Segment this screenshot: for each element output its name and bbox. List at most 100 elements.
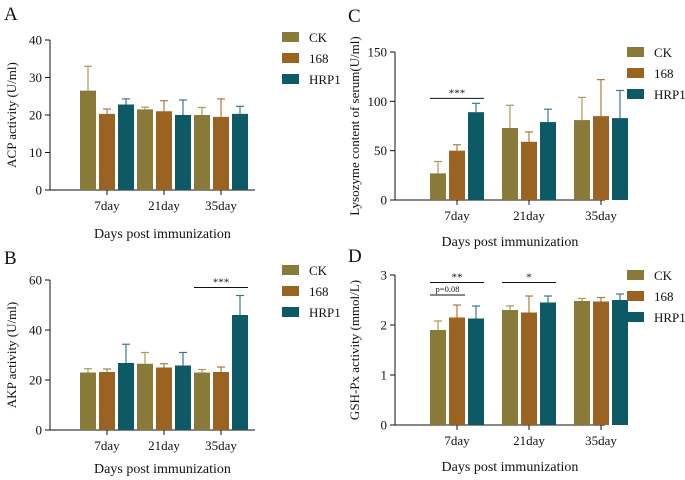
- bar: [449, 317, 465, 425]
- x-tick-label: 7day: [444, 208, 470, 223]
- significance-label: **: [452, 272, 463, 284]
- bar: [232, 113, 248, 190]
- x-tick-label: 35day: [585, 433, 617, 448]
- legend-label: CK: [309, 263, 328, 278]
- legend-label: 168: [309, 51, 329, 66]
- x-tick-label: 21day: [148, 198, 180, 213]
- y-tick-label: 20: [29, 373, 42, 388]
- bar: [574, 301, 590, 425]
- bar: [137, 363, 153, 430]
- bar: [232, 315, 248, 430]
- bar: [540, 302, 556, 425]
- x-tick-label: 7day: [94, 438, 120, 453]
- legend-swatch: [627, 47, 644, 57]
- panel-letter: C: [348, 6, 361, 27]
- bar: [502, 310, 518, 425]
- bar: [118, 363, 134, 430]
- bar: [80, 90, 96, 190]
- legend-swatch: [282, 265, 299, 275]
- y-tick-label: 2: [381, 318, 388, 333]
- y-tick-label: 3: [381, 268, 388, 283]
- y-tick-label: 0: [381, 193, 388, 208]
- x-tick-label: 21day: [513, 208, 545, 223]
- legend-label: 168: [654, 289, 674, 304]
- bar: [194, 115, 210, 190]
- x-tick-label: 21day: [513, 433, 545, 448]
- x-tick-label: 35day: [205, 198, 237, 213]
- legend-label: CK: [309, 30, 328, 45]
- y-tick-label: 50: [374, 143, 387, 158]
- y-tick-label: 10: [29, 145, 42, 160]
- panel-d: D 0 1 2 3 GSH-Px activity (mmol/L) 7day 21day 35…: [347, 246, 685, 475]
- y-tick-label: 0: [36, 183, 43, 198]
- y-tick-label: 60: [29, 273, 42, 288]
- bar: [612, 300, 628, 425]
- legend-swatch: [282, 307, 299, 317]
- x-axis-label: Days post immunization: [442, 460, 579, 475]
- panel-letter: A: [4, 4, 18, 25]
- x-tick-label: 35day: [585, 208, 617, 223]
- bar: [213, 116, 229, 190]
- x-axis-label: Days post immunization: [442, 235, 579, 250]
- significance-label: ***: [449, 87, 466, 99]
- legend-swatch: [282, 286, 299, 296]
- legend-label: HRP1: [654, 87, 685, 102]
- bar: [137, 109, 153, 190]
- bar: [156, 367, 172, 430]
- significance-label: p=0.08: [436, 284, 460, 294]
- bar: [80, 372, 96, 430]
- y-axis-label: AKP activity (U/ml): [4, 302, 19, 408]
- legend-swatch: [627, 68, 644, 78]
- bar: [593, 116, 609, 200]
- x-tick-label: 7day: [444, 433, 470, 448]
- bar: [468, 318, 484, 425]
- legend-swatch: [627, 312, 644, 322]
- bar: [468, 112, 484, 200]
- y-tick-label: 1: [381, 368, 388, 383]
- legend-label: CK: [654, 45, 673, 60]
- bar: [612, 118, 628, 200]
- bar: [430, 330, 446, 425]
- y-axis-label: Lysozyme content of serum(U/ml): [347, 36, 362, 215]
- x-tick-label: 21day: [148, 438, 180, 453]
- legend-label: HRP1: [309, 305, 341, 320]
- bar: [430, 173, 446, 200]
- y-tick-label: 30: [29, 70, 42, 85]
- bar: [574, 120, 590, 200]
- bar: [175, 365, 191, 430]
- bar: [175, 115, 191, 190]
- legend-swatch: [627, 291, 644, 301]
- significance-label: *: [526, 272, 532, 284]
- legend-label: CK: [654, 268, 673, 283]
- y-axis-label: ACP activity (U/ml): [4, 62, 19, 168]
- legend-swatch: [627, 89, 644, 99]
- legend-label: HRP1: [654, 310, 685, 325]
- legend-swatch: [627, 270, 644, 280]
- x-axis-label: Days post immunization: [94, 462, 231, 477]
- bar: [213, 372, 229, 430]
- bar: [521, 141, 537, 200]
- legend-swatch: [282, 32, 299, 42]
- panel-letter: D: [348, 246, 362, 267]
- y-tick-label: 40: [29, 33, 42, 48]
- panel-a: A 0 10 20 30 40 ACP activity (U/ml) 7day 21day 35…: [4, 4, 341, 242]
- y-tick-label: 20: [29, 108, 42, 123]
- legend-swatch: [282, 53, 299, 63]
- y-tick-label: 0: [381, 418, 388, 433]
- bar: [99, 372, 115, 430]
- bar: [502, 127, 518, 200]
- x-tick-label: 35day: [205, 438, 237, 453]
- bar: [99, 113, 115, 190]
- x-tick-label: 7day: [94, 198, 120, 213]
- bar: [449, 150, 465, 200]
- bar: [194, 372, 210, 430]
- legend-swatch: [282, 74, 299, 84]
- y-tick-label: 150: [368, 45, 388, 60]
- legend-label: HRP1: [309, 72, 341, 87]
- y-tick-label: 0: [36, 423, 43, 438]
- bar: [156, 111, 172, 190]
- significance-label: ***: [213, 277, 230, 289]
- legend-label: 168: [654, 66, 674, 81]
- panel-b: B 0 20 40 60 AKP activity (U/ml) 7day 21day 35da…: [4, 248, 341, 477]
- bar: [521, 312, 537, 425]
